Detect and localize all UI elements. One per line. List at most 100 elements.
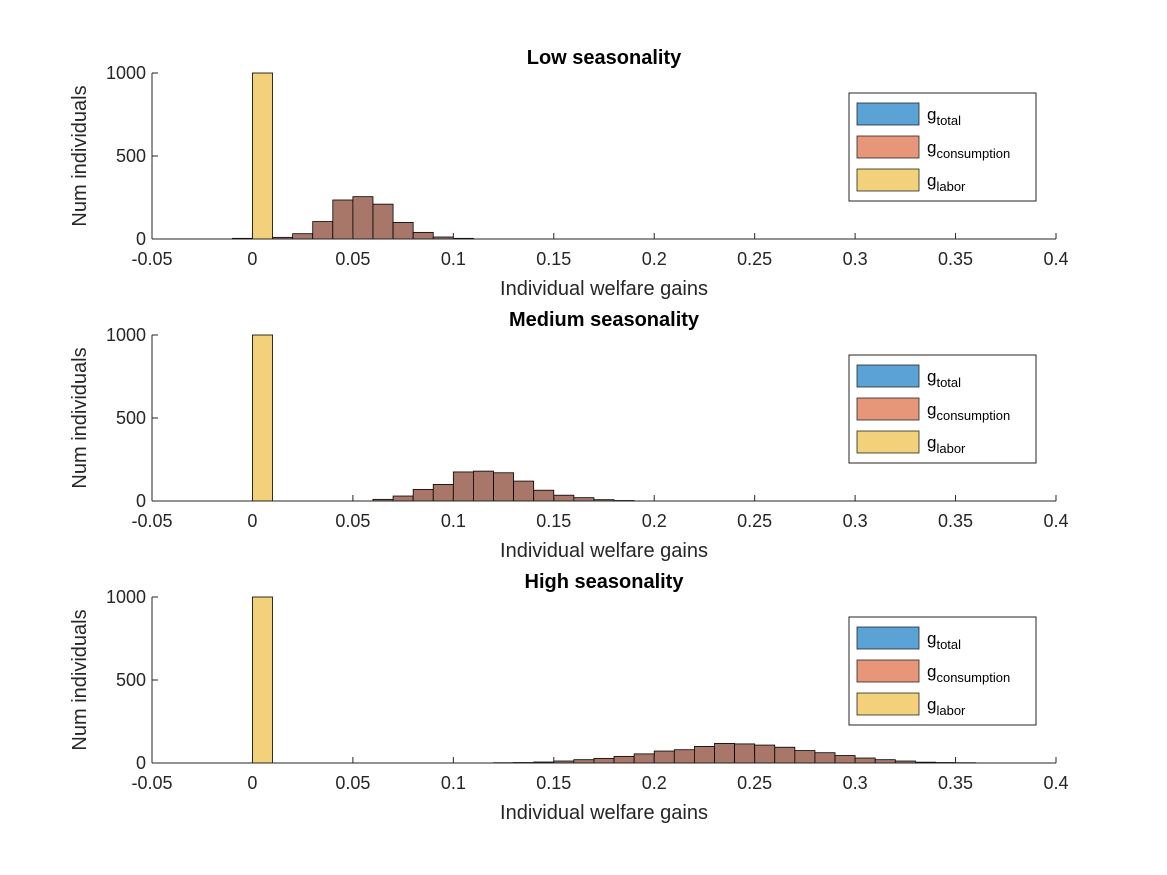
subplot-2: -0.05 0 0.05 0.1 0.15 0.2 0.25 0.3 0.35 0.4050010… <box>69 309 1069 562</box>
x-tick-label: 0.35 <box>938 511 973 531</box>
histogram-bar-overlap <box>734 743 756 764</box>
x-tick-label: 0.2 <box>642 511 667 531</box>
x-tick-label: 0.3 <box>843 773 868 793</box>
x-tick-label: 0.15 <box>536 511 571 531</box>
histogram-bar-overlap <box>292 233 314 240</box>
x-tick-label: 0.15 <box>536 773 571 793</box>
y-tick-label: 500 <box>116 146 146 166</box>
legend-swatch <box>856 364 920 388</box>
y-tick-label: 500 <box>116 670 146 690</box>
histogram-bar-overlap <box>553 494 575 502</box>
x-tick-label: -0.05 <box>131 773 172 793</box>
histogram-bar-labor <box>252 72 273 240</box>
legend-swatch <box>856 692 920 716</box>
legend-entry-base: g <box>927 138 936 157</box>
legend-entry-total: gtotal <box>927 367 961 390</box>
x-axis-label: Individual welfare gains <box>500 540 708 562</box>
histogram-bar-overlap <box>834 755 856 764</box>
x-tick-label: 0.25 <box>737 249 772 269</box>
legend-entry-consumption: gconsumption <box>927 400 1010 423</box>
histogram-bar-overlap <box>352 196 374 240</box>
histogram-bar-overlap <box>432 483 454 502</box>
x-tick-label: 0.1 <box>441 511 466 531</box>
legend-swatch <box>856 168 920 192</box>
histogram-bar-overlap <box>854 757 876 764</box>
legend-swatch <box>856 626 920 650</box>
x-tick-label: 0 <box>247 249 257 269</box>
x-tick-label: 0.4 <box>1043 511 1068 531</box>
histogram-bar-overlap <box>694 746 715 764</box>
x-tick-label: 0.35 <box>938 249 973 269</box>
legend-entry-base: g <box>927 433 936 452</box>
histogram-bar-overlap <box>653 750 675 764</box>
x-tick-label: 0.05 <box>335 511 370 531</box>
chart-title: Low seasonality <box>527 47 682 69</box>
x-tick-label: 0 <box>247 773 257 793</box>
legend-swatch <box>856 135 920 159</box>
y-tick-label: 0 <box>136 491 146 511</box>
legend-swatch <box>856 102 920 126</box>
histogram-bar-overlap <box>312 221 334 240</box>
x-axis-label: Individual welfare gains <box>500 278 708 300</box>
y-tick-label: 0 <box>136 229 146 249</box>
histogram-bar-overlap <box>392 495 414 502</box>
y-tick-label: 500 <box>116 408 146 428</box>
y-tick-label: 1000 <box>106 63 146 83</box>
legend-entry-sub: consumption <box>936 146 1010 161</box>
chart-title: Medium seasonality <box>509 309 700 331</box>
legend-entry-labor: glabor <box>927 695 966 718</box>
legend-entry-sub: consumption <box>936 408 1010 423</box>
x-tick-label: 0.1 <box>441 249 466 269</box>
legend-entry-sub: labor <box>936 703 966 718</box>
x-tick-label: 0.4 <box>1043 249 1068 269</box>
histogram-bar-overlap <box>814 752 836 764</box>
y-tick-label: 0 <box>136 753 146 773</box>
x-tick-label: -0.05 <box>131 249 172 269</box>
histogram-bar-overlap <box>392 221 414 240</box>
legend-entry-sub: labor <box>936 441 966 456</box>
histogram-bar-overlap <box>412 231 434 240</box>
histogram-bar-overlap <box>714 743 735 764</box>
legend-entry-base: g <box>927 171 936 190</box>
legend-entry-base: g <box>927 629 936 648</box>
y-axis-label: Num individuals <box>69 347 91 488</box>
histogram-bar-overlap <box>473 470 494 502</box>
subplot-1: -0.05 0 0.05 0.1 0.15 0.2 0.25 0.3 0.35 0.4050010… <box>69 47 1069 300</box>
legend-entry-base: g <box>927 105 936 124</box>
x-tick-label: 0.4 <box>1043 773 1068 793</box>
histogram-bar-overlap <box>613 755 635 764</box>
histogram-bar-overlap <box>593 757 615 764</box>
histogram-bar-overlap <box>533 489 555 502</box>
x-tick-label: 0.15 <box>536 249 571 269</box>
legend-swatch <box>856 397 920 421</box>
legend-entry-base: g <box>927 662 936 681</box>
x-tick-label: 0 <box>247 511 257 531</box>
x-axis-label: Individual welfare gains <box>500 802 708 824</box>
legend-entry-consumption: gconsumption <box>927 662 1010 685</box>
legend-entry-total: gtotal <box>927 105 961 128</box>
legend-entry-base: g <box>927 400 936 419</box>
legend-entry-sub: total <box>936 113 961 128</box>
legend-entry-consumption: gconsumption <box>927 138 1010 161</box>
histogram-bar-overlap <box>513 480 535 502</box>
legend-entry-labor: glabor <box>927 433 966 456</box>
legend-entry-sub: labor <box>936 179 966 194</box>
x-tick-label: 0.2 <box>642 249 667 269</box>
x-tick-label: 0.05 <box>335 249 370 269</box>
legend-entry-base: g <box>927 695 936 714</box>
histogram-bar-labor <box>252 596 273 764</box>
subplot-3: -0.05 0 0.05 0.1 0.15 0.2 0.25 0.3 0.35 0.4050010… <box>69 571 1069 824</box>
x-tick-label: 0.25 <box>737 773 772 793</box>
y-tick-label: 1000 <box>106 587 146 607</box>
legend-entry-sub: consumption <box>936 670 1010 685</box>
y-tick-label: 1000 <box>106 325 146 345</box>
histogram-bar-overlap <box>332 199 354 240</box>
histogram-bar-overlap <box>633 753 655 764</box>
histogram-bar-overlap <box>493 472 514 502</box>
y-axis-label: Num individuals <box>69 609 91 750</box>
histogram-bar-overlap <box>412 488 434 502</box>
legend-entry-sub: total <box>936 375 961 390</box>
